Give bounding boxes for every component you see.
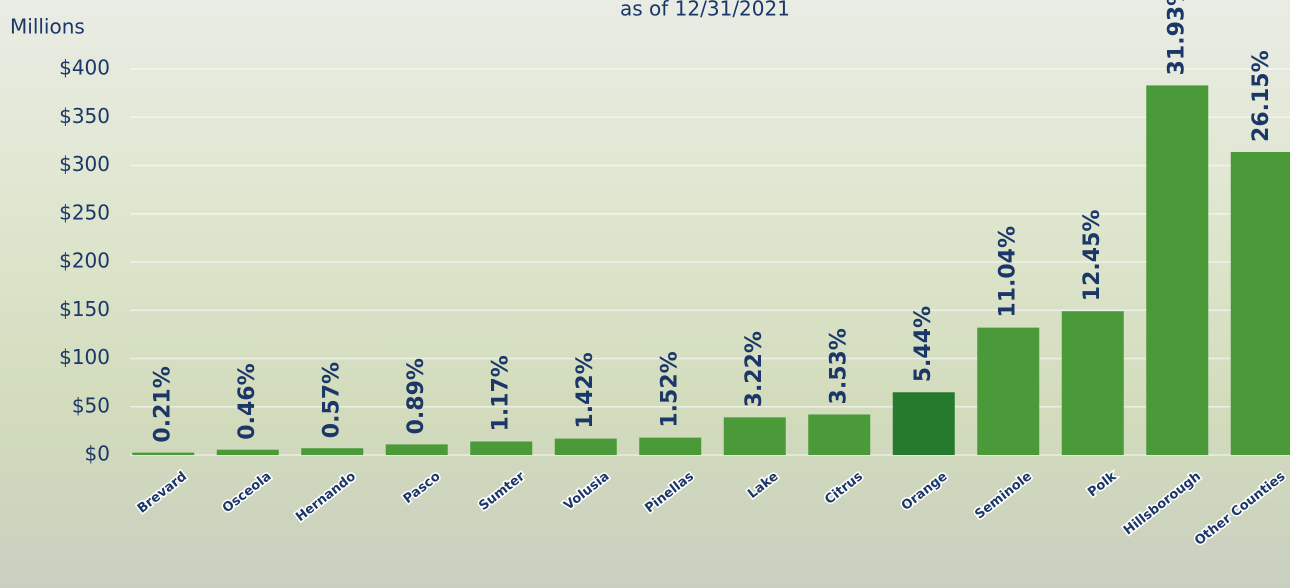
y-tick-label: $350 [59,104,110,128]
y-tick-label: $50 [72,393,110,417]
bar [977,328,1039,455]
data-label: 0.46% [235,363,260,439]
bar [132,453,194,455]
y-axis-label: Millions [10,15,85,39]
chart: as of 12/31/2021 Millions $0 $50 $100 $150 $… [0,0,1290,588]
data-label: 3.53% [826,328,851,404]
y-tick-label: $300 [59,152,110,176]
bar [1062,311,1124,455]
data-label: 1.42% [573,352,598,428]
y-tick-label: $200 [59,249,110,273]
y-tick-label: $150 [59,297,110,321]
page: as of 12/31/2021 Millions $0 $50 $100 $150 $… [0,0,1290,588]
y-tick-label: $0 [85,442,110,466]
data-label: 0.89% [404,358,429,434]
data-label: 1.17% [488,355,513,431]
data-label: 0.57% [319,362,344,438]
chart-subtitle: as of 12/31/2021 [620,0,790,21]
bar [639,438,701,455]
data-label: 3.22% [742,331,767,407]
bar [808,414,870,455]
data-label: 11.04% [995,226,1020,318]
data-label: 31.93% [1164,0,1189,75]
bar [386,444,448,455]
data-label: 12.45% [1080,210,1105,302]
data-label: 5.44% [911,306,936,382]
bar [555,439,617,455]
bar [1146,85,1208,455]
y-tick-label: $100 [59,345,110,369]
y-tick-label: $400 [59,56,110,80]
bar [301,448,363,455]
data-label: 26.15% [1249,50,1274,142]
bar [470,441,532,455]
data-label: 1.52% [657,351,682,427]
bar [893,392,955,455]
y-tick-label: $250 [59,200,110,224]
bar [724,417,786,455]
bar [1231,152,1290,455]
bar [217,450,279,455]
data-label: 0.21% [150,366,175,442]
